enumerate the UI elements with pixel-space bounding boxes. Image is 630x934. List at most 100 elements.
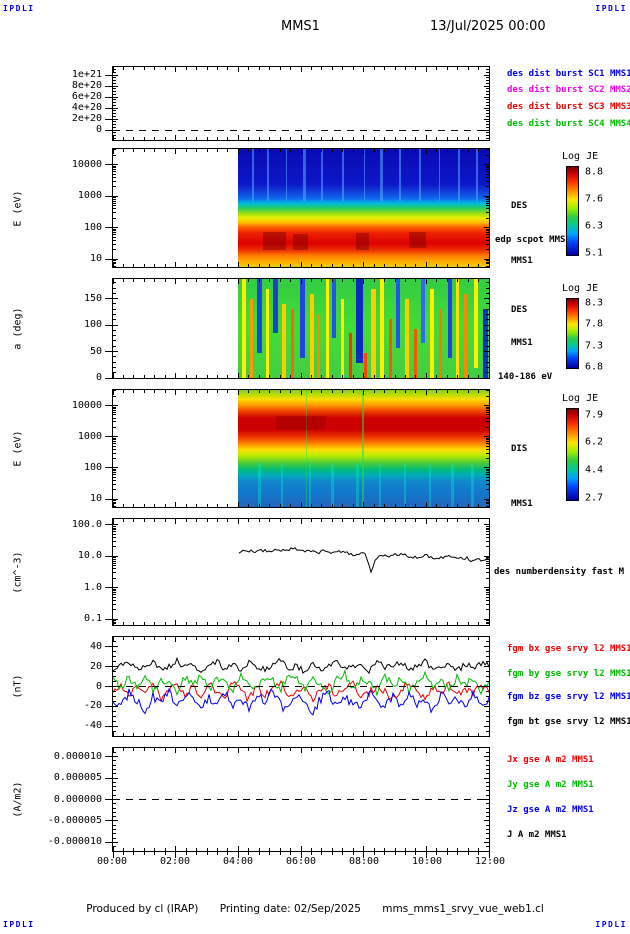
x-tick-label: 00:00 [96,856,128,867]
x-minor-tick [122,264,124,267]
y-axis-label: (A/m2) [10,748,26,851]
x-minor-tick [331,637,333,640]
plot-datetime: 13/Jul/2025 00:00 [430,19,546,34]
y-minor-tick [486,85,489,87]
y-minor-tick [486,126,489,128]
panel-fgm-magnetic-field: 40 20 0 -20 -40 fgm bx gse srvy l2 MMS1 fgm by… [13,636,630,737]
x-minor-tick [415,637,417,640]
spectrogram-streak [356,232,369,251]
right-label: des numberdensity fast M [494,567,625,577]
x-minor-tick [457,264,459,267]
x-minor-tick [352,637,354,640]
y-axis-label: E (eV) [10,149,26,267]
y-minor-tick [486,681,489,683]
y-minor-tick [113,807,116,809]
x-tick [425,502,427,507]
y-tick-label: 0.000010 [53,750,102,762]
y-minor-tick [113,572,116,574]
y-minor-tick [113,705,116,707]
y-minor-tick [486,500,489,502]
spectrogram-streak [363,149,366,201]
y-minor-tick [113,623,116,625]
x-minor-tick [206,264,208,267]
y-minor-tick [113,236,116,238]
x-minor-tick [446,137,448,140]
zero-dashed-line [113,129,489,131]
x-minor-tick [196,264,198,267]
y-minor-tick [113,536,116,538]
x-tick [425,519,427,524]
y-minor-tick [486,417,489,419]
x-minor-tick [446,375,448,378]
x-minor-tick [467,748,469,751]
y-minor-tick [113,303,116,305]
series-fgm-bx-gse-srvy-l2 [112,679,490,703]
x-minor-tick [384,137,386,140]
x-minor-tick [290,149,292,152]
right-label: Jy gse A m2 MMS1 [507,780,594,791]
colorbar-tick-label: 4.4 [585,464,604,476]
x-tick [488,637,490,642]
y-minor-tick [486,529,489,531]
x-minor-tick [279,504,281,507]
x-minor-tick [154,67,156,70]
y-minor-tick [113,80,116,82]
y-minor-tick [113,356,116,358]
y-minor-tick [486,816,489,818]
x-minor-tick [384,848,386,851]
y-minor-tick [113,666,116,668]
y-minor-tick [113,361,116,363]
x-minor-tick [342,375,344,378]
colorbar-tick-label: 7.3 [585,340,604,352]
x-minor-tick [185,748,187,751]
x-minor-tick [384,637,386,640]
x-minor-tick [436,848,438,851]
spectrogram-streak [438,308,442,378]
x-minor-tick [394,137,396,140]
y-tick [105,195,113,197]
y-minor-tick [486,562,489,564]
y-minor-tick [486,208,489,210]
x-minor-tick [122,149,124,152]
y-minor-tick [113,690,116,692]
x-minor-tick [478,848,480,851]
right-label: DIS [511,443,528,454]
x-minor-tick [185,375,187,378]
y-minor-tick [113,525,116,527]
x-minor-tick [185,137,187,140]
x-minor-tick [248,504,250,507]
y-tick [105,467,113,469]
y-minor-tick [113,470,116,472]
y-minor-tick [113,489,116,491]
x-tick [425,846,427,851]
x-minor-tick [133,622,135,625]
x-minor-tick [216,504,218,507]
colorbar-tick-label: 7.6 [585,193,604,205]
x-tick [488,262,490,267]
panel-des-number-density: 100.0 10.0 1.0 0.1 des numberdensity fast M (… [13,518,624,626]
x-minor-tick [196,519,198,522]
x-minor-tick [446,622,448,625]
x-minor-tick [310,264,312,267]
y-minor-tick [113,846,116,848]
x-minor-tick [331,137,333,140]
x-minor-tick [467,375,469,378]
watermark-top-right: IPDLI [595,4,627,13]
x-minor-tick [206,748,208,751]
x-minor-tick [164,137,166,140]
x-minor-tick [415,504,417,507]
y-minor-tick [113,527,116,529]
y-minor-tick [113,837,116,839]
y-minor-tick [113,243,116,245]
x-outer-tick [457,852,459,855]
y-tick [105,725,113,727]
x-minor-tick [206,519,208,522]
x-minor-tick [394,504,396,507]
y-minor-tick [486,217,489,219]
x-minor-tick [384,519,386,522]
x-tick [300,262,302,267]
y-minor-tick [113,351,116,353]
y-minor-tick [486,773,489,775]
footer-filename: mms_mms1_srvy_vue_web1.cl [382,903,544,915]
y-minor-tick [113,74,116,76]
